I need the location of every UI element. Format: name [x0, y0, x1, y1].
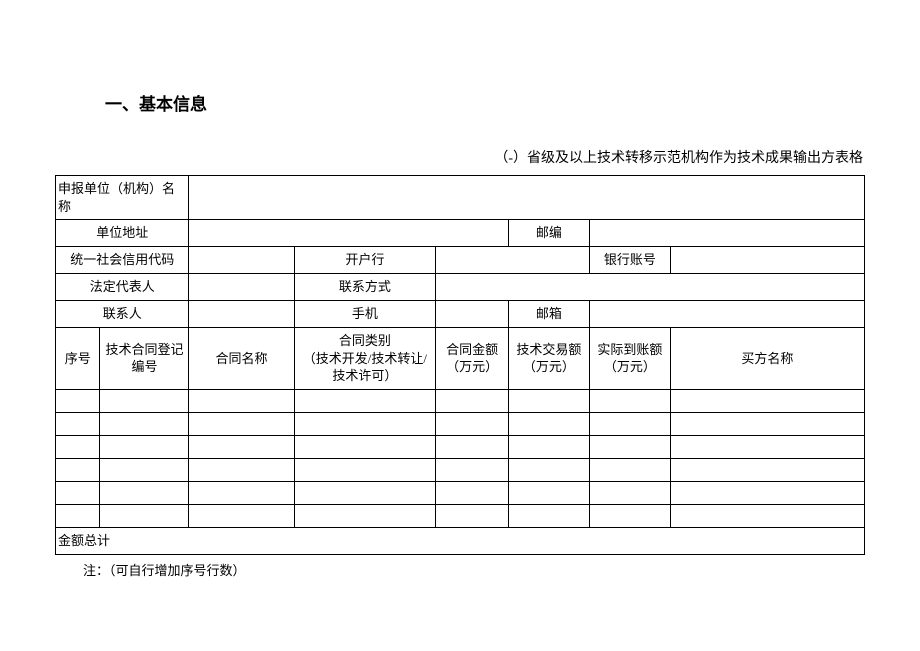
value-address: [189, 220, 509, 247]
table-row: [56, 389, 865, 412]
col-header-tech-amount: 技术交易额（万元）: [508, 328, 589, 390]
label-org-name: 申报单位（机构）名称: [56, 176, 189, 220]
total-label: 金额总计: [56, 527, 865, 554]
document-page: 一、基本信息 （-）省级及以上技术转移示范机构作为技术成果输出方表格 申报单位（…: [0, 0, 920, 579]
col-header-amount: 合同金额（万元）: [436, 328, 509, 390]
value-email: [589, 301, 864, 328]
label-mobile: 手机: [294, 301, 436, 328]
label-email: 邮箱: [508, 301, 589, 328]
col-header-received: 实际到账额（万元）: [589, 328, 670, 390]
col-header-seq: 序号: [56, 328, 100, 390]
value-account: [670, 247, 864, 274]
value-bank: [436, 247, 590, 274]
label-bank: 开户行: [294, 247, 436, 274]
col-header-buyer: 买方名称: [670, 328, 864, 390]
label-contact-person: 联系人: [56, 301, 189, 328]
label-postcode: 邮编: [508, 220, 589, 247]
col-header-contract-name: 合同名称: [189, 328, 294, 390]
label-account: 银行账号: [589, 247, 670, 274]
value-postcode: [589, 220, 864, 247]
table-header-row: 序号 技术合同登记编号 合同名称 合同类别 （技术开发/技术转让/技术许可） 合…: [56, 328, 865, 390]
value-org-name: [189, 176, 865, 220]
table-row: [56, 435, 865, 458]
label-legal-rep: 法定代表人: [56, 274, 189, 301]
info-row-2: 单位地址 邮编: [56, 220, 865, 247]
value-credit-code: [189, 247, 294, 274]
info-row-3: 统一社会信用代码 开户行 银行账号: [56, 247, 865, 274]
info-row-5: 联系人 手机 邮箱: [56, 301, 865, 328]
col-header-contract-no: 技术合同登记编号: [100, 328, 189, 390]
table-row: [56, 458, 865, 481]
table-row: [56, 412, 865, 435]
table-row: [56, 481, 865, 504]
value-legal-rep: [189, 274, 294, 301]
info-row-4: 法定代表人 联系方式: [56, 274, 865, 301]
value-mobile: [436, 301, 509, 328]
label-contact-way: 联系方式: [294, 274, 436, 301]
label-address: 单位地址: [56, 220, 189, 247]
info-row-1: 申报单位（机构）名称: [56, 176, 865, 220]
table-subtitle: （-）省级及以上技术转移示范机构作为技术成果输出方表格: [55, 147, 865, 167]
table-row: [56, 504, 865, 527]
col-header-contract-type: 合同类别 （技术开发/技术转让/技术许可）: [294, 328, 436, 390]
total-row: 金额总计: [56, 527, 865, 554]
section-heading: 一、基本信息: [105, 90, 865, 115]
value-contact-person: [189, 301, 294, 328]
basic-info-table: 申报单位（机构）名称 单位地址 邮编 统一社会信用代码 开户行 银行账号 法定代…: [55, 175, 865, 555]
footnote: 注：（可自行增加序号行数）: [55, 560, 865, 579]
value-contact-way: [436, 274, 865, 301]
label-credit-code: 统一社会信用代码: [56, 247, 189, 274]
